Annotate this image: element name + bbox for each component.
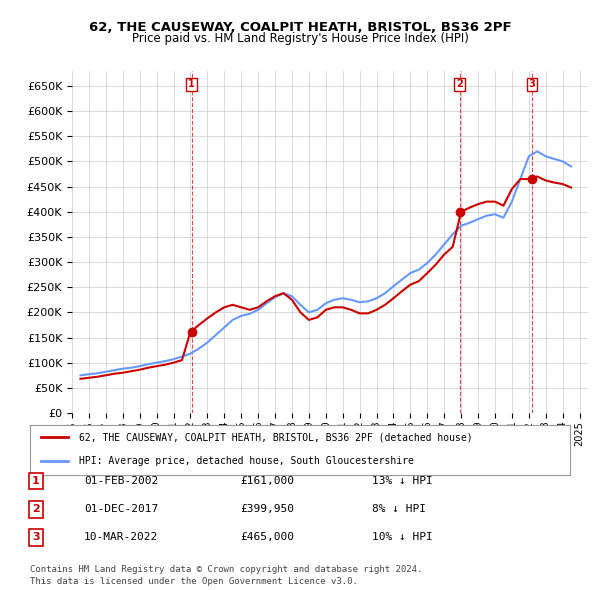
Text: 62, THE CAUSEWAY, COALPIT HEATH, BRISTOL, BS36 2PF (detached house): 62, THE CAUSEWAY, COALPIT HEATH, BRISTOL… bbox=[79, 432, 472, 442]
Text: Price paid vs. HM Land Registry's House Price Index (HPI): Price paid vs. HM Land Registry's House … bbox=[131, 32, 469, 45]
Text: 13% ↓ HPI: 13% ↓ HPI bbox=[372, 476, 433, 486]
Text: Contains HM Land Registry data © Crown copyright and database right 2024.: Contains HM Land Registry data © Crown c… bbox=[30, 565, 422, 574]
Text: 1: 1 bbox=[188, 80, 195, 90]
Text: 01-FEB-2002: 01-FEB-2002 bbox=[84, 476, 158, 486]
Text: 2: 2 bbox=[32, 504, 40, 514]
Text: 3: 3 bbox=[32, 533, 40, 542]
Text: 10% ↓ HPI: 10% ↓ HPI bbox=[372, 533, 433, 542]
Text: £465,000: £465,000 bbox=[240, 533, 294, 542]
Text: 01-DEC-2017: 01-DEC-2017 bbox=[84, 504, 158, 514]
Text: 10-MAR-2022: 10-MAR-2022 bbox=[84, 533, 158, 542]
Text: This data is licensed under the Open Government Licence v3.0.: This data is licensed under the Open Gov… bbox=[30, 576, 358, 586]
Text: 1: 1 bbox=[32, 476, 40, 486]
Text: HPI: Average price, detached house, South Gloucestershire: HPI: Average price, detached house, Sout… bbox=[79, 456, 413, 466]
Text: £161,000: £161,000 bbox=[240, 476, 294, 486]
Text: £399,950: £399,950 bbox=[240, 504, 294, 514]
Text: 3: 3 bbox=[529, 80, 535, 90]
Text: 8% ↓ HPI: 8% ↓ HPI bbox=[372, 504, 426, 514]
Text: 62, THE CAUSEWAY, COALPIT HEATH, BRISTOL, BS36 2PF: 62, THE CAUSEWAY, COALPIT HEATH, BRISTOL… bbox=[89, 21, 511, 34]
Text: 2: 2 bbox=[457, 80, 463, 90]
